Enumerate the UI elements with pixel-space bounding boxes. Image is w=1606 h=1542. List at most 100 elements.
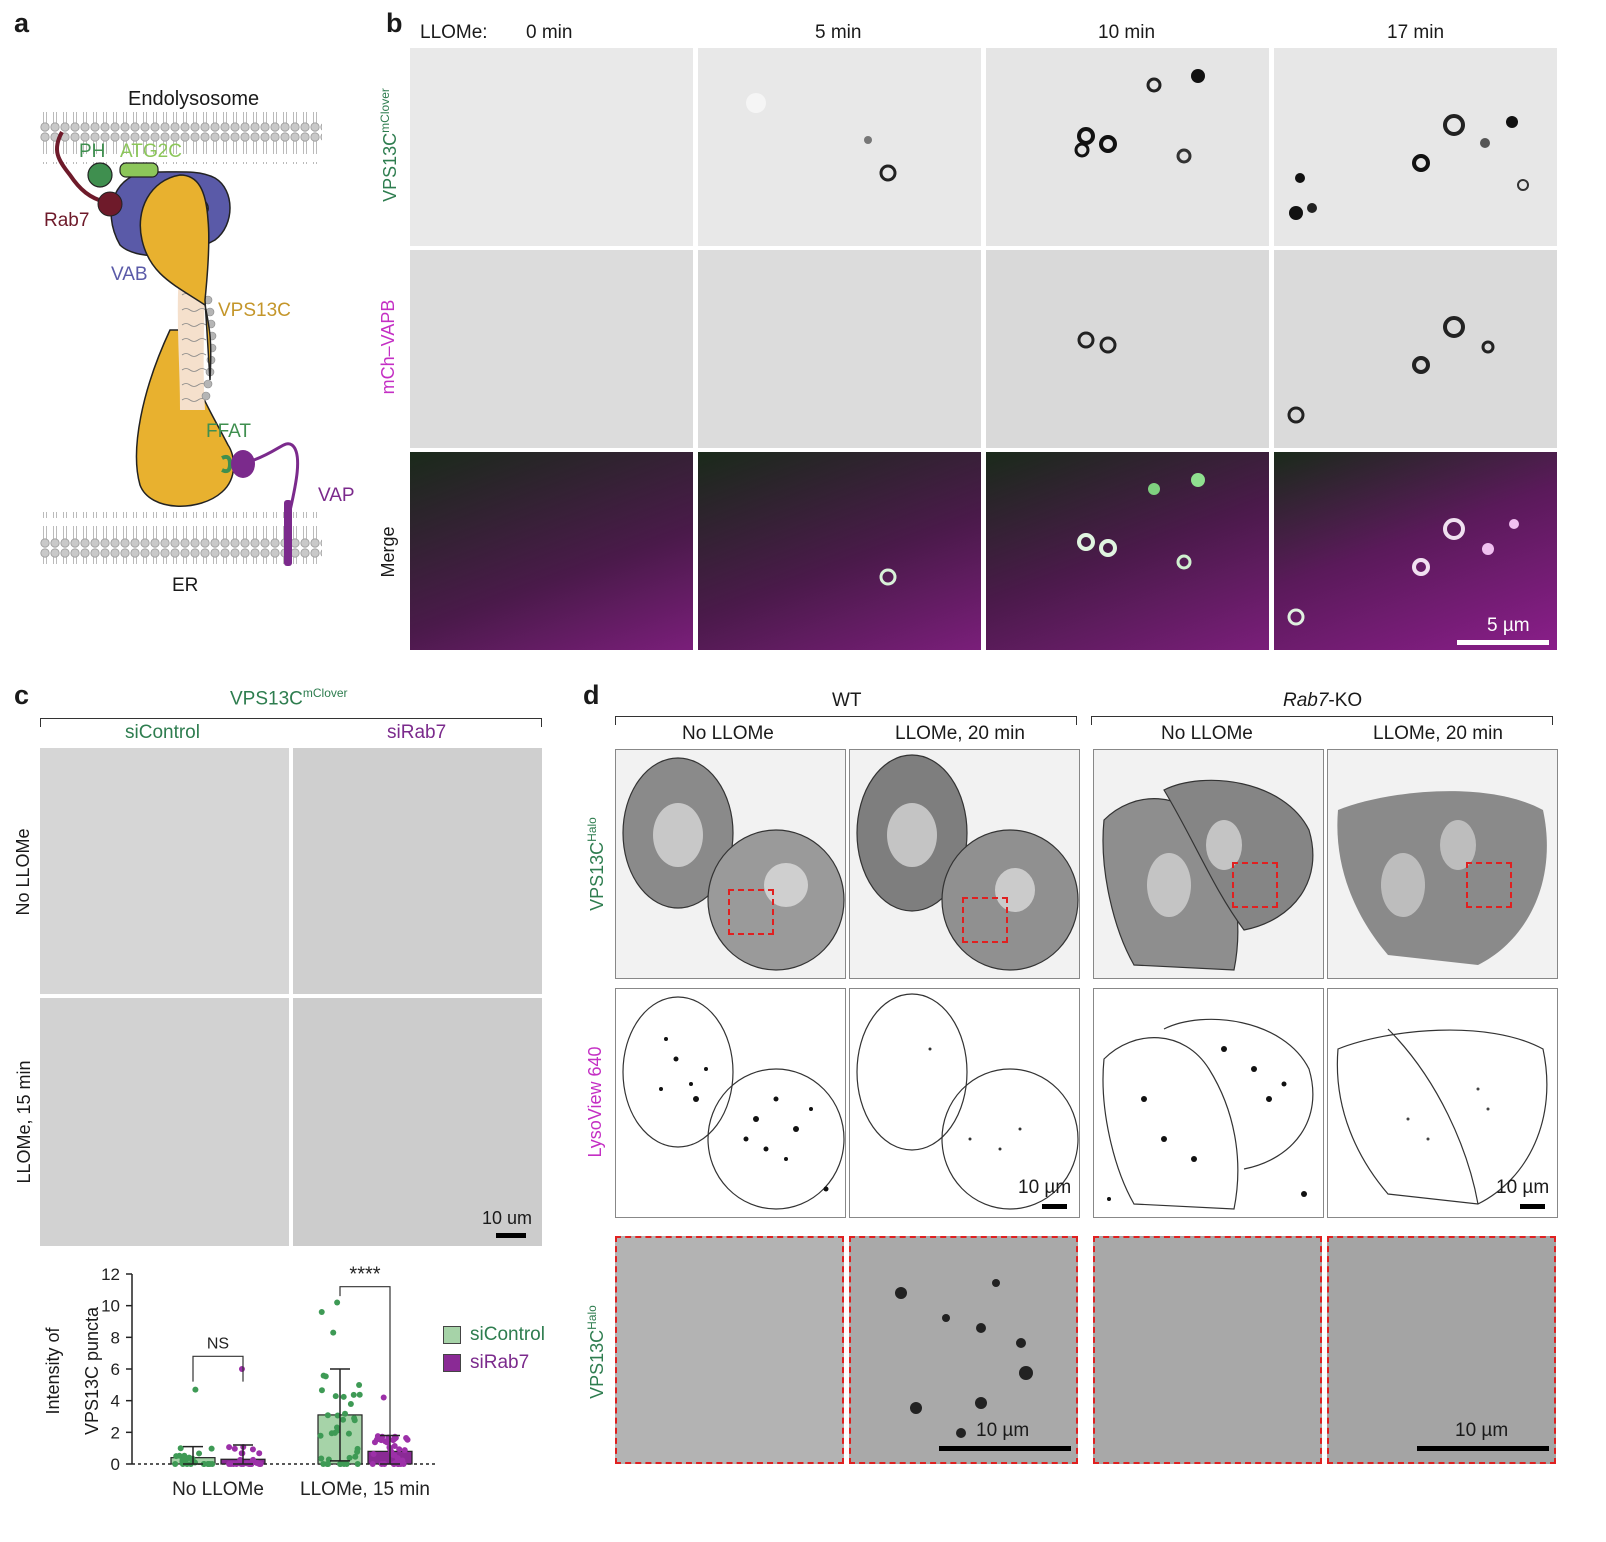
data-point [330, 1329, 337, 1336]
c-sicontrol-no-llome [40, 748, 289, 994]
c-col-sicontrol: siControl [125, 722, 200, 743]
atg2c-domain [119, 162, 159, 178]
d-wt-lyso-no-llome [615, 988, 846, 1218]
panel-a-label: a [14, 8, 30, 38]
d-zoom-ko-llome [1327, 1236, 1556, 1464]
d-zoom-ko-no-llome [1093, 1236, 1322, 1464]
data-point [231, 1445, 238, 1452]
rab7-tether [54, 131, 106, 204]
b-vapb-10min [986, 250, 1269, 448]
atg2c-label: ATG2C [120, 141, 182, 162]
b-merge-10min [986, 452, 1269, 650]
data-point [389, 1451, 396, 1458]
b-vps-5min [698, 48, 981, 246]
panel-d-label: d [583, 680, 600, 710]
legend-sirab7-label: siRab7 [470, 1352, 530, 1373]
d-zoom-box-2 [962, 897, 1008, 943]
data-point [228, 1461, 235, 1467]
d-ko-vps-llome [1327, 749, 1558, 979]
c-row-no-llome: No LLOMe [13, 828, 33, 916]
data-point [322, 1373, 329, 1380]
b-merge-17min [1274, 452, 1557, 650]
b-scale-bar [1457, 640, 1549, 645]
data-point [172, 1461, 179, 1467]
d-wt-bracket [615, 716, 1077, 725]
d-zoom-wt-no-llome [615, 1236, 844, 1464]
y-tick-label: 12 [101, 1265, 120, 1284]
sig-bracket [339, 1286, 391, 1436]
vps13c-schematic [40, 112, 322, 566]
data-point [392, 1434, 399, 1441]
data-point [334, 1299, 341, 1306]
data-point [342, 1410, 349, 1417]
data-point [345, 1430, 352, 1437]
vap-tm [284, 500, 292, 566]
ns-label: NS [207, 1335, 229, 1352]
b-vapb-17min [1274, 250, 1557, 448]
d-row-vps13c-halo-zoom: VPS13CHalo [585, 1305, 607, 1399]
c-ylabel-1: Intensity of [43, 1327, 63, 1415]
d-col-3: No LLOMe [1161, 723, 1253, 744]
b-vps-10min [986, 48, 1269, 246]
b-merge-0min [410, 452, 693, 650]
d-wt-lyso-llome [849, 988, 1080, 1218]
data-point [332, 1393, 339, 1400]
d-ko-bracket [1091, 716, 1553, 725]
endolysosome-membrane [40, 112, 322, 164]
data-point [177, 1445, 184, 1452]
data-point [403, 1434, 410, 1441]
vab-label: VAB [111, 264, 148, 285]
c-scale-bar [496, 1233, 526, 1238]
data-point [334, 1412, 341, 1419]
y-tick-label: 4 [111, 1392, 120, 1411]
d-col-2: LLOMe, 20 min [895, 723, 1025, 744]
legend-sicontrol-swatch [443, 1326, 461, 1344]
data-point [200, 1461, 207, 1467]
c-sicontrol-llome [40, 998, 289, 1246]
b-vps-17min [1274, 48, 1557, 246]
time-10: 10 min [1098, 22, 1156, 43]
d-zoom-box-3 [1232, 862, 1278, 908]
d-ko-lyso-no-llome [1093, 988, 1324, 1218]
data-point [351, 1417, 358, 1424]
d-row-vps13c-halo: VPS13CHalo [585, 817, 607, 911]
c-row-llome-15: LLOMe, 15 min [14, 1060, 34, 1184]
data-point [208, 1445, 215, 1452]
vps13c-label: VPS13C [218, 300, 291, 321]
d-zoom-box-4 [1466, 862, 1512, 908]
data-point [394, 1455, 401, 1462]
data-point [340, 1416, 347, 1423]
vap-msp-domain [231, 450, 255, 478]
data-point [356, 1382, 363, 1389]
data-point [320, 1461, 327, 1467]
data-point [377, 1435, 384, 1442]
c-sirab7-llome [293, 998, 542, 1246]
y-tick-label: 0 [111, 1455, 120, 1474]
rab7-label: Rab7 [44, 210, 90, 231]
ffat-motif [221, 454, 233, 474]
data-point [256, 1461, 263, 1467]
panel-b-label: b [386, 8, 403, 38]
data-point [238, 1366, 245, 1372]
y-tick-label: 6 [111, 1360, 120, 1379]
ns-bracket [192, 1355, 244, 1382]
b-vps-0min [410, 48, 693, 246]
d-scale-label-2: 10 µm [1496, 1177, 1550, 1198]
row-label-mch-vapb: mCh–VAPB [378, 299, 398, 395]
c-scale-label: 10 um [482, 1208, 533, 1228]
data-point [318, 1455, 325, 1462]
b-vapb-5min [698, 250, 981, 448]
c-title-bracket [40, 718, 542, 727]
d-zoom-scale-bar-1 [939, 1446, 1071, 1451]
vap-linker [253, 442, 300, 521]
d-col-4: LLOMe, 20 min [1373, 723, 1503, 744]
llome-label: LLOMe: [420, 22, 488, 43]
b-scale-label: 5 µm [1487, 615, 1530, 636]
legend-sirab7-swatch [443, 1354, 461, 1372]
c-col-sirab7: siRab7 [387, 722, 447, 743]
data-point [352, 1453, 359, 1460]
d-wt-label: WT [832, 690, 862, 711]
vps13c-upper-body [139, 174, 212, 381]
data-point [354, 1448, 361, 1455]
data-point [356, 1391, 363, 1398]
